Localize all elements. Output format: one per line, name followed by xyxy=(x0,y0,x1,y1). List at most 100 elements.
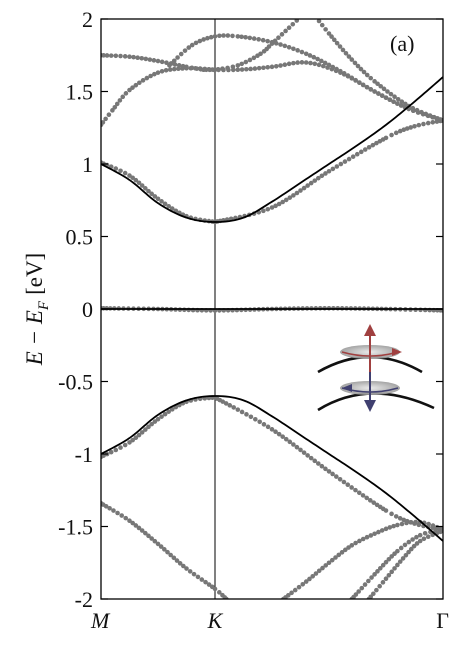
band-point xyxy=(203,67,209,73)
band-point xyxy=(177,561,183,566)
x-tick-label: M xyxy=(90,608,111,633)
band-point xyxy=(244,66,249,72)
band-point xyxy=(307,53,313,58)
band-point xyxy=(149,536,154,541)
band-point xyxy=(175,55,180,60)
band-point xyxy=(360,493,366,498)
y-tick-label: 2 xyxy=(82,7,93,32)
band-point xyxy=(340,47,346,53)
band-point xyxy=(353,592,359,597)
band-point xyxy=(334,66,339,72)
band-point xyxy=(144,75,150,81)
band-point xyxy=(326,62,332,68)
band-point xyxy=(389,511,394,517)
inset-spin-down-arrowhead xyxy=(364,400,376,412)
band-point xyxy=(280,199,285,205)
band-point xyxy=(166,409,171,414)
dotted-band-14 xyxy=(366,528,443,599)
band-point xyxy=(221,67,226,73)
band-point xyxy=(265,38,270,44)
y-tick-label: 1 xyxy=(82,152,93,177)
band-point xyxy=(118,445,123,450)
band-point xyxy=(260,37,266,43)
band-point xyxy=(412,124,417,129)
band-point xyxy=(334,40,340,46)
band-point xyxy=(217,33,222,39)
band-point xyxy=(118,53,123,59)
band-point xyxy=(352,60,358,66)
band-point xyxy=(389,132,394,138)
dotted-band-11 xyxy=(101,501,229,599)
band-point xyxy=(212,34,218,39)
band-point xyxy=(285,593,291,598)
band-point xyxy=(379,93,385,98)
band-point xyxy=(251,36,257,41)
inset-orbit-arrowhead-down xyxy=(342,384,352,392)
band-point xyxy=(364,495,370,501)
band-point xyxy=(231,405,236,410)
band-point xyxy=(395,96,401,102)
band-point xyxy=(201,37,206,42)
band-point xyxy=(300,582,306,587)
band-point xyxy=(364,534,370,540)
band-point xyxy=(360,536,366,542)
band-point xyxy=(163,67,169,73)
band-point xyxy=(151,58,157,63)
band-point xyxy=(425,120,431,126)
band-point xyxy=(337,476,343,482)
band-point xyxy=(149,191,154,197)
dotted-band-2 xyxy=(101,395,218,460)
band-point xyxy=(414,534,419,540)
band-point xyxy=(336,552,342,558)
band-point xyxy=(353,487,358,493)
band-point xyxy=(356,589,361,594)
band-point xyxy=(353,77,358,83)
band-point xyxy=(195,574,201,580)
band-point xyxy=(206,582,212,587)
band-point xyxy=(316,62,322,68)
panel-label: (a) xyxy=(390,31,414,56)
band-point xyxy=(294,19,300,23)
band-point xyxy=(152,194,158,199)
band-point xyxy=(159,68,165,74)
band-point xyxy=(227,403,233,408)
band-point xyxy=(273,41,279,46)
band-point xyxy=(383,508,389,513)
band-point xyxy=(159,414,164,419)
band-point xyxy=(343,50,349,56)
band-point xyxy=(356,490,362,496)
band-point xyxy=(298,447,303,453)
band-point xyxy=(149,421,154,427)
dotted-band-5 xyxy=(101,65,218,128)
band-point xyxy=(139,55,145,61)
band-point xyxy=(169,206,175,211)
y-tick-label: 0 xyxy=(82,297,93,322)
band-point xyxy=(253,416,258,422)
band-point xyxy=(273,429,278,435)
y-tick-label: -1 xyxy=(75,442,93,467)
band-point xyxy=(269,205,275,210)
band-point xyxy=(287,439,293,445)
band-point xyxy=(383,526,389,532)
band-point xyxy=(361,69,367,75)
band-point xyxy=(180,63,186,69)
dotted-band-12 xyxy=(281,519,443,599)
band-point xyxy=(320,565,325,571)
dotted-band-13 xyxy=(349,527,443,599)
band-point xyxy=(239,61,245,67)
band-point xyxy=(122,442,128,448)
band-point xyxy=(430,523,436,528)
band-point xyxy=(290,21,296,27)
band-point xyxy=(397,559,403,564)
band-point xyxy=(130,520,135,526)
band-point xyxy=(286,44,292,50)
band-point xyxy=(256,37,261,42)
band-point xyxy=(191,571,197,577)
band-point xyxy=(235,34,241,39)
band-point xyxy=(376,91,381,96)
band-point xyxy=(158,544,164,549)
band-point xyxy=(251,55,257,61)
band-point xyxy=(302,12,307,17)
band-point xyxy=(187,569,193,574)
band-point xyxy=(393,130,399,136)
